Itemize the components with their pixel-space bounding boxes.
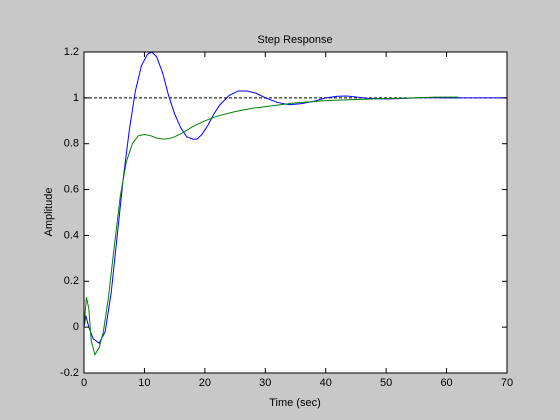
y-tick-label: 0.2 [64,275,79,287]
y-tick-label: 0.6 [64,183,79,195]
x-tick-label: 30 [259,377,271,389]
x-tick-label: 60 [440,377,452,389]
y-tick-label: 0 [73,321,79,333]
axes-background [84,52,507,373]
x-tick-label: 40 [320,377,332,389]
axes-frame [83,51,508,374]
y-tick-label: 1 [73,92,79,104]
series-line [83,96,459,356]
x-tick-label: 20 [199,377,211,389]
y-tick-label: 0.4 [64,229,79,241]
x-tick-label: 0 [81,377,87,389]
series-line [83,51,507,344]
x-tick-label: 10 [138,377,150,389]
x-axis-label: Time (sec) [269,397,321,409]
y-tick-label: -0.2 [60,367,79,379]
x-tick-label: 50 [380,377,392,389]
y-axis-label: Amplitude [43,188,55,237]
y-tick-label: 1.2 [64,46,79,58]
x-tick-label: 70 [501,377,513,389]
chart-title: Step Response [257,34,332,46]
y-tick-label: 0.8 [64,138,79,150]
